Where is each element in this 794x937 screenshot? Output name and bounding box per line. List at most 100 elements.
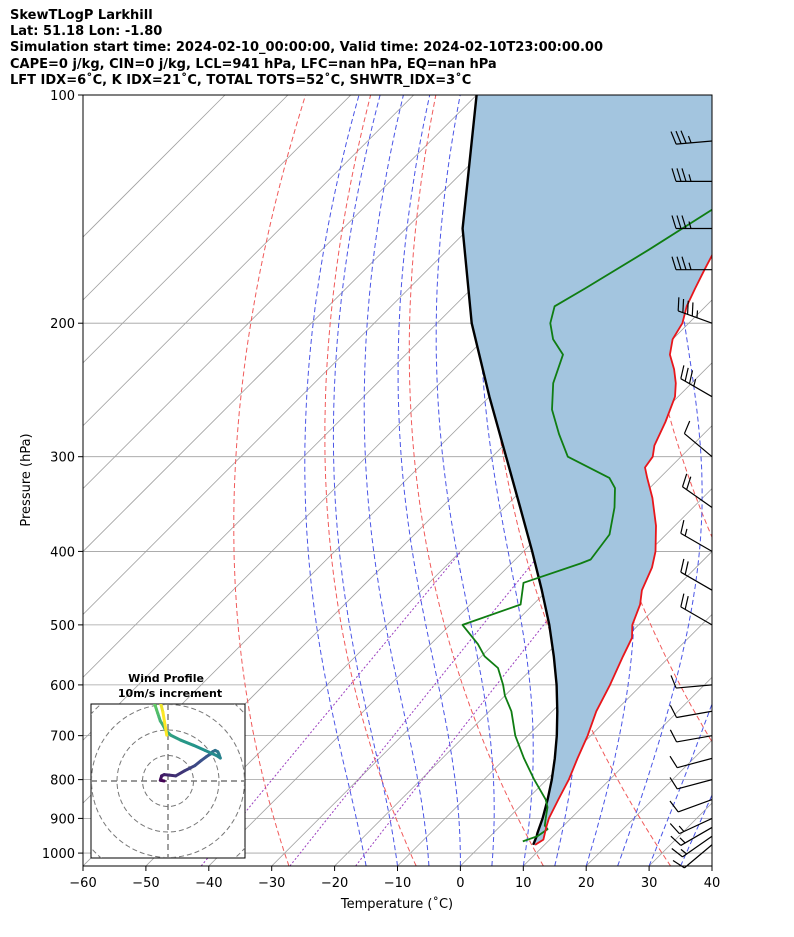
y-tick-label: 300 [50, 451, 75, 466]
y-tick-label: 600 [50, 679, 75, 694]
isotherm [711, 865, 712, 866]
y-tick-label: 800 [50, 774, 75, 789]
wind-barb [671, 168, 712, 182]
x-tick-label: 40 [704, 876, 721, 891]
mixing-ratio-line [289, 551, 543, 866]
station-location: Lat: 51.18 Lon: -1.80 [10, 24, 163, 40]
wind-barb [669, 755, 713, 769]
hodograph-ring [116, 729, 220, 833]
isotherm [83, 95, 226, 238]
hodograph-segment [169, 733, 183, 742]
x-tick-label: −30 [258, 876, 285, 891]
isotherm [334, 488, 712, 866]
inset-title: Wind Profile [128, 672, 204, 685]
mixing-ratio-line [355, 551, 603, 866]
y-tick-label: 700 [50, 730, 75, 745]
isotherm [83, 95, 414, 427]
temperature-line [534, 253, 712, 846]
x-tick-label: 10 [515, 876, 532, 891]
axes: −60 −50 −40 −30 −20 −10 0 10 20 30 40 1000 900 800 700… [42, 89, 720, 891]
index-values: LFT IDX=6˚C, K IDX=21˚C, TOTAL TOTS=52˚C… [10, 72, 472, 88]
parcel-path-line [461, 95, 559, 846]
wind-barb [670, 826, 713, 846]
wind-barb [680, 593, 713, 626]
hodograph-segment [192, 743, 207, 752]
y-tick-label: 1000 [42, 847, 75, 862]
x-tick-label: −40 [195, 876, 222, 891]
x-tick-label: −60 [69, 876, 96, 891]
chart-title: SkewTLogP Larkhill [10, 8, 153, 23]
moist-adiabat [363, 95, 430, 866]
x-tick-label: −50 [132, 876, 159, 891]
moist-adiabat [711, 864, 712, 866]
wind-barb [680, 520, 713, 552]
wind-barb [671, 256, 712, 271]
x-tick-label: −10 [384, 876, 411, 891]
wind-barb [681, 473, 713, 508]
inset-subtitle: 10m/s increment [118, 687, 222, 700]
moist-adiabat [648, 702, 712, 866]
wind-barb [671, 215, 712, 230]
y-tick-label: 500 [50, 619, 75, 634]
mixing-ratio-line [200, 551, 462, 866]
wind-barb [669, 817, 713, 835]
dry-adiabat [408, 95, 544, 866]
wind-barb [670, 675, 713, 689]
moist-adiabat [617, 95, 703, 866]
wind-barb [672, 844, 713, 869]
wind-barb [670, 130, 713, 145]
moist-adiabat [397, 95, 461, 866]
wind-barb [677, 297, 713, 324]
isotherm [83, 95, 477, 490]
moist-adiabat [435, 95, 495, 866]
wind-barb [680, 558, 713, 591]
wind-barb [680, 365, 713, 398]
y-tick-label: 100 [50, 89, 75, 104]
x-tick-label: 30 [641, 876, 658, 891]
wind-barb [671, 835, 713, 858]
isotherm [775, 95, 794, 866]
y-tick-label: 200 [50, 317, 75, 332]
hodograph-segment [161, 710, 169, 737]
x-tick-label: 20 [578, 876, 595, 891]
dry-adiabat [324, 95, 417, 866]
y-tick-label: 900 [50, 812, 75, 827]
y-axis-label: Pressure (hPa) [19, 433, 34, 526]
hodograph-segment [153, 704, 157, 708]
isotherm [523, 676, 712, 866]
wind-barb [669, 705, 713, 719]
cape-fill [462, 95, 712, 845]
isotherm [83, 95, 540, 553]
isotherm [397, 550, 712, 866]
wind-barb [669, 729, 713, 743]
hodograph-segment [203, 748, 218, 757]
x-tick-label: −20 [321, 876, 348, 891]
hodograph-segment [159, 704, 165, 714]
moist-adiabat [479, 95, 534, 866]
y-tick-label: 400 [50, 545, 75, 560]
wind-barb [669, 777, 713, 790]
isotherm [271, 425, 712, 866]
hodograph-segment [179, 738, 195, 747]
wind-barb [683, 420, 713, 458]
cape-area [462, 95, 712, 845]
simulation-times: Simulation start time: 2024-02-10_00:00:… [10, 40, 603, 56]
dewpoint-line [461, 208, 712, 843]
chart-header: SkewTLogP Larkhill Lat: 51.18 Lon: -1.80… [10, 8, 603, 89]
hodograph-segment [174, 769, 187, 778]
isotherm [83, 95, 352, 364]
wind-barbs [669, 130, 713, 869]
stability-parameters: CAPE=0 j/kg, CIN=0 j/kg, LCL=941 hPa, LF… [10, 56, 497, 72]
moist-adiabat [332, 95, 398, 866]
sounding-profiles [461, 95, 712, 846]
moist-adiabat [304, 95, 367, 866]
dry-adiabat [233, 95, 306, 866]
wind-barb [669, 799, 713, 813]
moist-adiabat [680, 793, 712, 866]
dry-adiabat [762, 95, 794, 866]
isotherm [83, 95, 289, 301]
x-axis-label: Temperature (˚C) [340, 896, 453, 912]
x-tick-label: 0 [456, 876, 464, 891]
isotherm [460, 613, 712, 866]
